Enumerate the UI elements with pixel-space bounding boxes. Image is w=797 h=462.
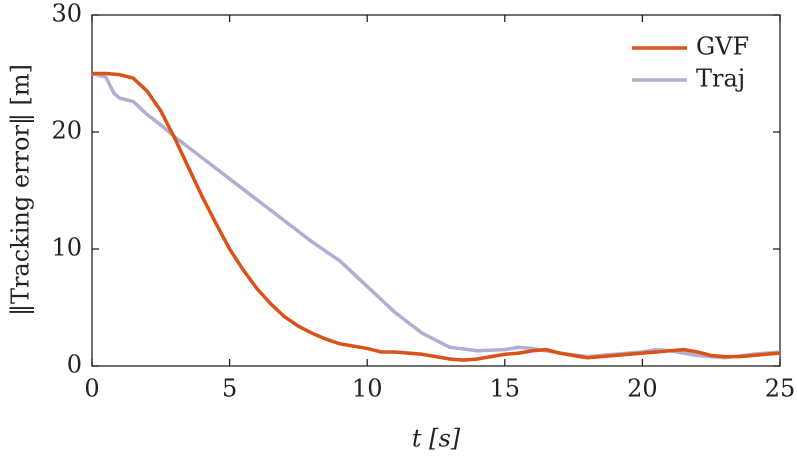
y-tick-label: 30: [51, 0, 82, 28]
y-tick-label: 10: [51, 234, 82, 262]
x-tick-label: 25: [765, 375, 796, 403]
y-tick-label: 0: [67, 351, 82, 379]
x-tick-label: 20: [627, 375, 658, 403]
series-line: [92, 71, 781, 362]
x-tick-label: 10: [352, 375, 383, 403]
x-tick-label: 0: [84, 375, 99, 403]
y-tick-label: 20: [51, 117, 82, 145]
series-line: [91, 71, 781, 360]
x-axis-label: t [s]: [412, 425, 461, 453]
legend-label: GVF: [696, 33, 749, 61]
legend-label: Traj: [696, 65, 745, 93]
x-tick-label: 15: [490, 375, 521, 403]
x-tick-label: 5: [222, 375, 237, 403]
plot-frame: [91, 14, 781, 367]
y-axis-label: ‖Tracking error‖ [m]: [7, 64, 36, 316]
